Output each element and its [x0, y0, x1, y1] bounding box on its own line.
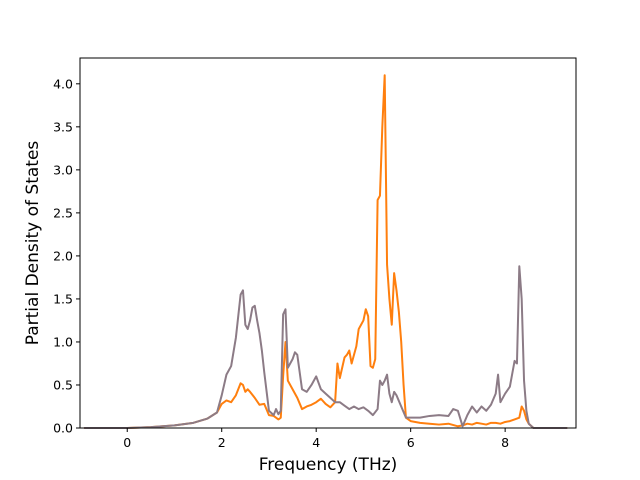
y-axis-label: Partial Density of States [23, 141, 43, 346]
y-tick-label: 1.0 [53, 334, 73, 349]
y-tick-label: 0.0 [53, 421, 73, 436]
x-axis-ticks: 0 2 4 6 8 [123, 428, 509, 450]
series-line-1 [83, 74, 568, 429]
plot-frame [79, 57, 577, 429]
x-tick-label: 2 [218, 435, 226, 450]
x-tick-label: 0 [123, 435, 131, 450]
x-tick-label: 8 [501, 435, 509, 450]
y-tick-label: 2.0 [53, 248, 73, 263]
x-tick-label: 4 [312, 435, 320, 450]
y-axis-ticks: 0.0 0.5 1.0 1.5 2.0 2.5 3.0 3.5 4.0 [53, 76, 80, 436]
y-tick-label: 3.5 [53, 119, 73, 134]
y-tick-label: 0.5 [53, 377, 73, 392]
y-tick-label: 1.5 [53, 291, 73, 306]
x-tick-label: 6 [407, 435, 415, 450]
x-axis-label: Frequency (THz) [259, 455, 398, 475]
y-tick-label: 4.0 [53, 76, 73, 91]
y-tick-label: 3.0 [53, 162, 73, 177]
y-tick-label: 2.5 [53, 205, 73, 220]
series-layer [83, 74, 568, 429]
series-line-2 [83, 265, 568, 429]
